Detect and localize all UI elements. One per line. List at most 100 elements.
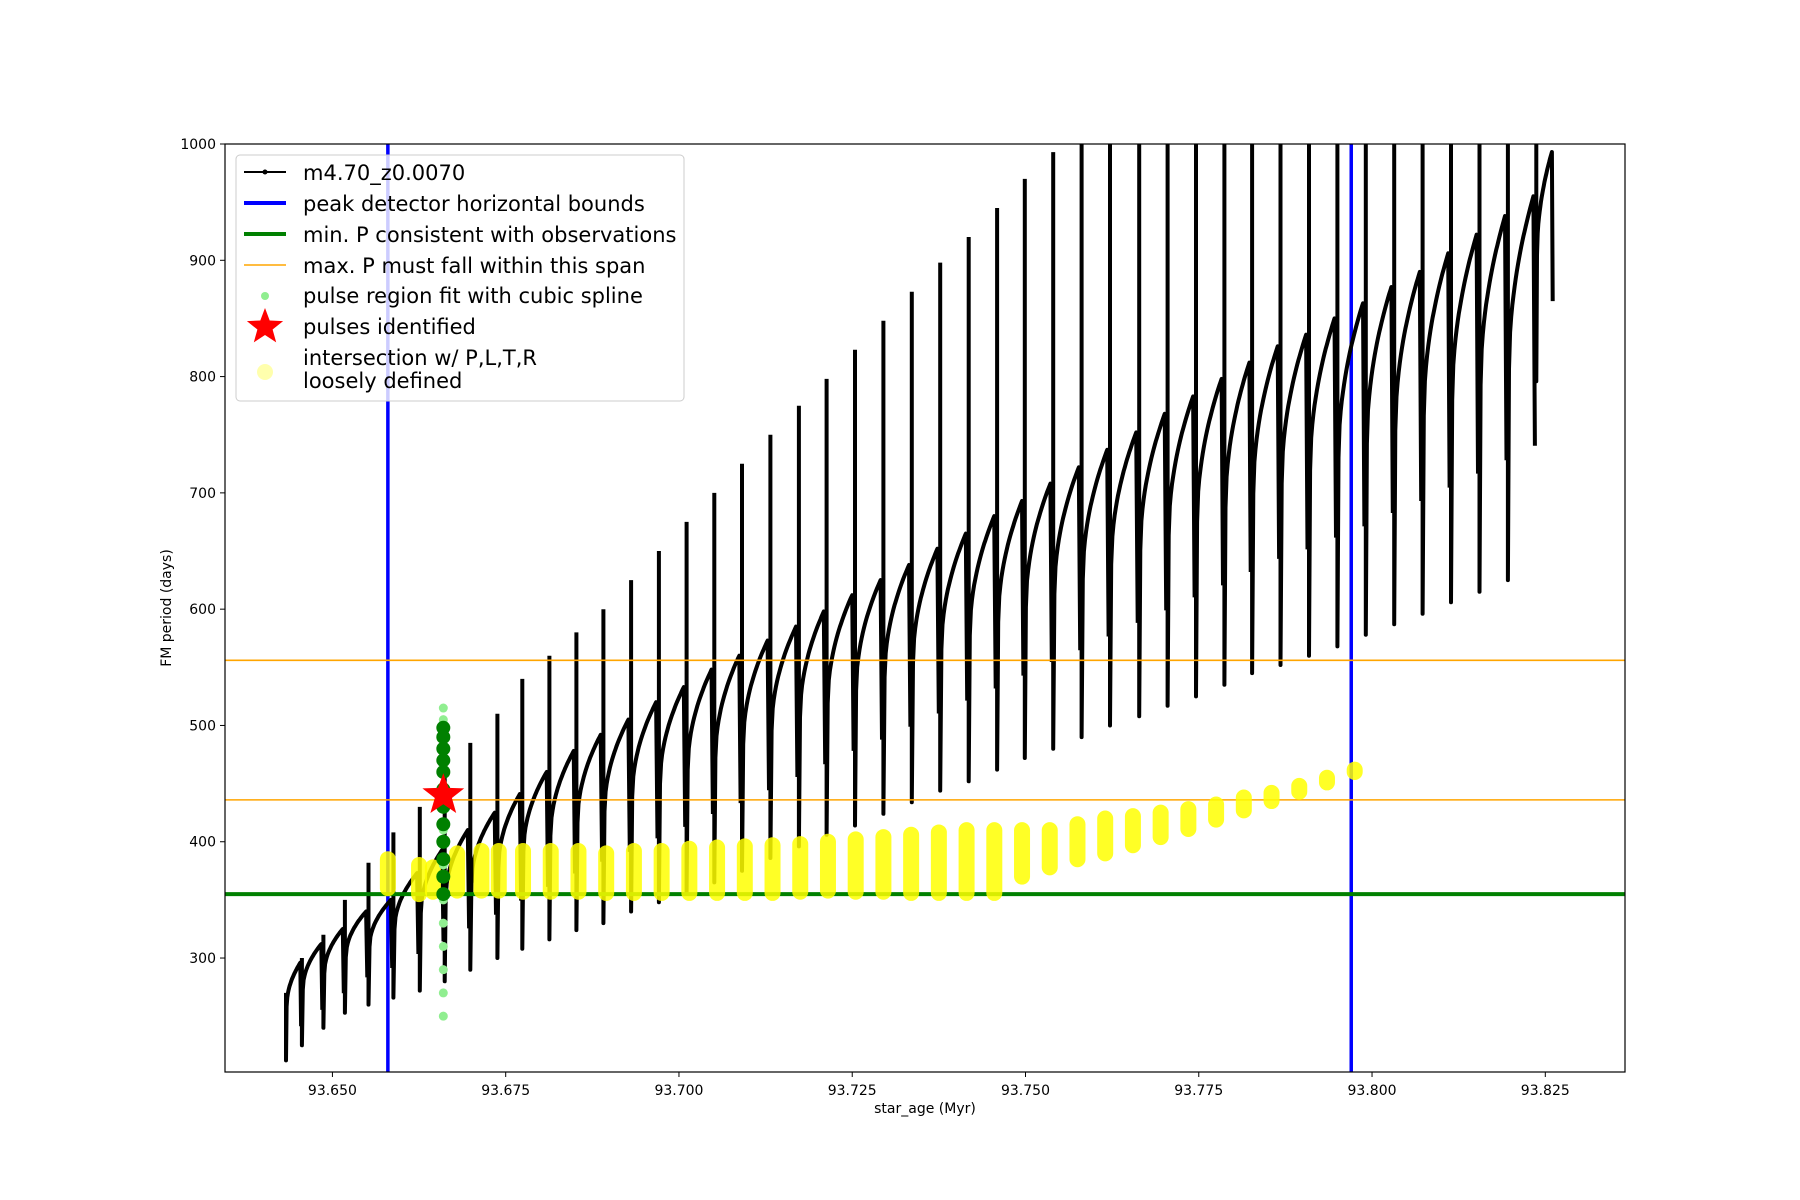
x-tick-label: 93.700 <box>654 1083 703 1099</box>
model-pulse-curve <box>1051 152 1083 751</box>
model-pulse-curve <box>284 960 304 1063</box>
model-pulse-curve <box>1307 144 1338 658</box>
y-tick-label: 900 <box>189 253 216 269</box>
legend-max-period-label: max. P must fall within this span <box>303 254 645 278</box>
legend-model-label: m4.70_z0.0070 <box>303 161 465 186</box>
axes-frame <box>224 143 1626 1073</box>
x-tick-label: 93.725 <box>828 1083 877 1099</box>
model-pulse-curve <box>938 262 970 793</box>
intersection-points <box>379 761 1363 903</box>
pulse-region-spline-point <box>438 941 448 951</box>
pulse-region-spline-point <box>438 988 448 998</box>
model-pulse-curve <box>1335 144 1367 649</box>
pulse-region-spline-point <box>438 918 448 928</box>
pulse-region-point <box>436 753 451 768</box>
pulse-region-spline-point <box>438 965 448 975</box>
pulse-region-spline-point <box>438 703 448 713</box>
model-pulse-curve <box>1079 144 1111 740</box>
pulse-region-point <box>436 869 451 884</box>
legend-entry-peak-bounds: peak detector horizontal bounds <box>244 192 645 216</box>
x-tick-label: 93.800 <box>1348 1083 1397 1099</box>
x-tick-label: 93.825 <box>1521 1083 1570 1099</box>
model-pulse-curve <box>1505 144 1537 583</box>
model-pulse-curve <box>909 291 941 805</box>
model-pulse-curve <box>1108 144 1140 728</box>
model-pulse-curve <box>1534 144 1555 384</box>
model-pulse-curve <box>853 349 884 828</box>
legend-entry-intersection: intersection w/ P,L,T,R loosely defined <box>257 346 537 393</box>
y-axis-ticks: 300 400 500 600 700 800 900 1000 <box>180 137 225 967</box>
model-pulse-curve <box>1477 144 1509 594</box>
pulse-region-spline-point <box>438 1011 448 1021</box>
model-pulse-curve <box>656 551 688 905</box>
model-pulse-curve <box>1250 144 1282 676</box>
model-pulse-curve <box>995 208 1026 772</box>
pulse-region-point <box>436 764 451 779</box>
legend-peak-bounds-label: peak detector horizontal bounds <box>303 192 645 216</box>
legend-spline-label: pulse region fit with cubic spline <box>303 284 643 308</box>
pulse-region-point <box>436 852 451 867</box>
model-pulse-curve <box>1222 144 1253 687</box>
x-tick-label: 93.775 <box>1174 1083 1223 1099</box>
model-pulse-curve <box>1278 144 1310 667</box>
pulse-region-point <box>436 834 451 849</box>
model-pulse-curve <box>740 463 771 873</box>
model-pulse-curve <box>796 405 828 849</box>
y-tick-label: 700 <box>189 486 216 502</box>
model-pulse-curve <box>342 899 370 1015</box>
y-tick-label: 400 <box>189 835 216 851</box>
x-axis-label: star_age (Myr) <box>874 1101 976 1117</box>
y-axis-label: FM period (days) <box>159 549 175 667</box>
legend-entry-max-period: max. P must fall within this span <box>244 254 645 278</box>
model-pulse-curve <box>1363 144 1395 637</box>
x-tick-label: 93.750 <box>1001 1083 1050 1099</box>
legend-star-marker <box>246 308 284 343</box>
pulse-region-point <box>436 817 451 832</box>
model-pulse-curve <box>1449 144 1480 605</box>
model-pulse-curve <box>299 942 325 1048</box>
plot-area <box>225 144 1625 1072</box>
legend-model-marker <box>262 169 268 175</box>
y-tick-label: 800 <box>189 370 216 386</box>
model-pulse-curve <box>684 521 715 894</box>
pulses-identified <box>422 773 465 813</box>
legend-intersection-marker <box>257 364 273 380</box>
legend-intersection-label-line1: intersection w/ P,L,T,R <box>303 346 537 370</box>
model-pulse-curve <box>966 237 998 784</box>
legend-entry-min-period: min. P consistent with observations <box>244 223 676 247</box>
legend: m4.70_z0.0070 peak detector horizontal b… <box>235 154 685 402</box>
model-pulse-curve <box>1022 178 1054 760</box>
legend-intersection-label-line2: loosely defined <box>303 369 462 393</box>
model-pulse-curve <box>601 609 632 926</box>
model-pulse-curve <box>574 632 605 933</box>
model-pulse-curve <box>321 927 346 1030</box>
pulse-identified-star <box>422 773 465 813</box>
model-pulse-curve <box>366 862 395 1007</box>
legend-entry-spline: pulse region fit with cubic spline <box>261 284 643 308</box>
model-pulse-curve <box>881 320 913 816</box>
model-pulse-curve <box>1165 144 1197 708</box>
x-tick-label: 93.650 <box>308 1083 357 1099</box>
model-pulse-curve <box>520 678 550 951</box>
y-tick-label: 300 <box>189 951 216 967</box>
y-tick-label: 600 <box>189 602 216 618</box>
legend-entry-model: m4.70_z0.0070 <box>244 161 465 186</box>
model-pulse-curve <box>1137 144 1169 719</box>
pulse-region <box>436 703 451 1021</box>
model-pulse-curve <box>1194 144 1225 699</box>
y-tick-label: 1000 <box>180 137 216 153</box>
model-pulse-curve <box>824 378 856 837</box>
legend-box <box>235 154 685 402</box>
model-pulse-curve <box>1420 144 1452 616</box>
legend-min-period-label: min. P consistent with observations <box>303 223 676 247</box>
legend-spline-marker <box>261 292 269 300</box>
pulse-region-point <box>436 741 451 756</box>
model-pulse-curve <box>547 655 577 942</box>
model-pulse-curve <box>629 580 660 914</box>
x-tick-label: 93.675 <box>481 1083 530 1099</box>
legend-pulses-label: pulses identified <box>303 315 476 339</box>
pulse-region-point <box>436 887 451 902</box>
pulse-region-point <box>436 720 451 735</box>
legend-entry-pulses: pulses identified <box>246 308 476 343</box>
